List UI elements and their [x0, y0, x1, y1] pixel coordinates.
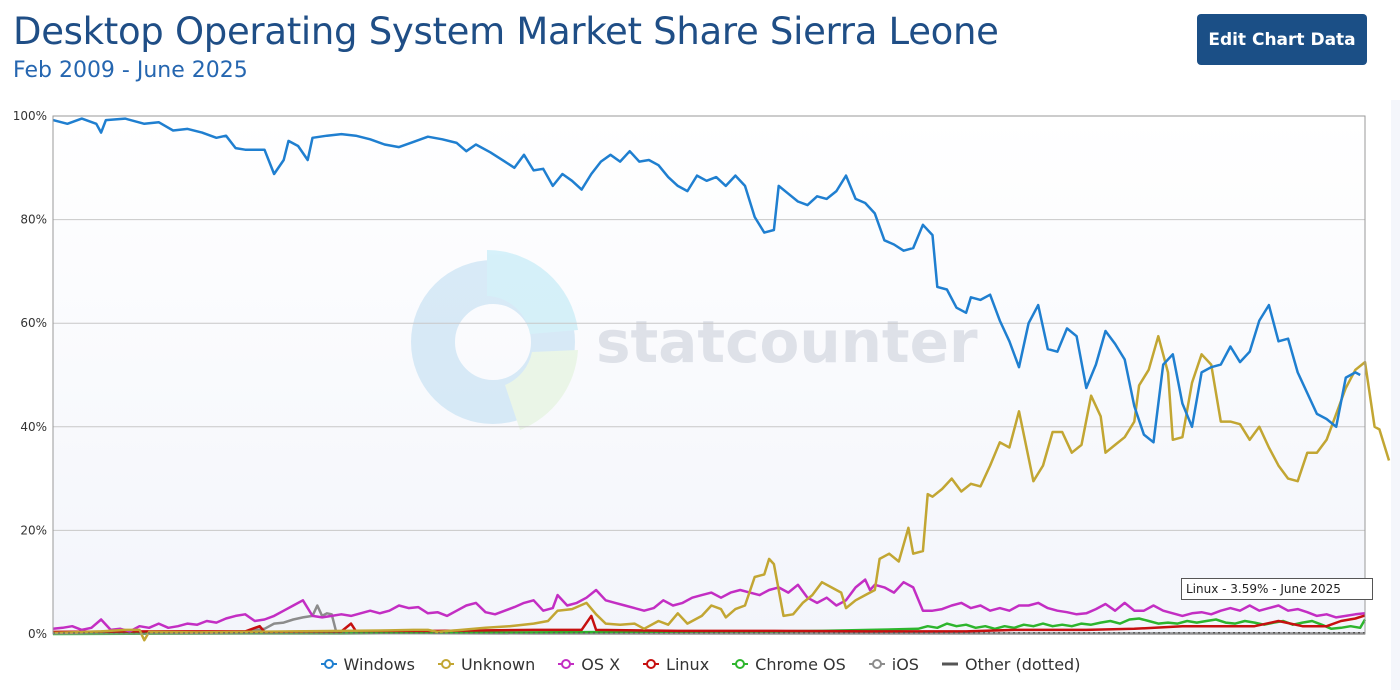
legend-label: Chrome OS — [755, 654, 846, 674]
chart-title: Desktop Operating System Market Share Si… — [13, 10, 999, 53]
legend-item-ios[interactable]: iOS — [868, 652, 919, 676]
y-tick-label: 40% — [20, 420, 47, 434]
line-marker-icon — [941, 662, 958, 666]
series-line-unknown[interactable] — [52, 334, 1391, 642]
legend-item-os-x[interactable]: OS X — [557, 652, 620, 676]
legend-label: OS X — [581, 654, 621, 674]
circle-marker-icon — [643, 659, 660, 669]
chart-legend: Windows Unknown OS X Linux Chrome OS iOS Other… — [0, 652, 1400, 676]
y-tick-label: 80% — [20, 213, 47, 227]
legend-item-chrome-os[interactable]: Chrome OS — [731, 652, 846, 676]
series-line-other-dotted[interactable] — [52, 632, 1366, 635]
legend-label: iOS — [891, 654, 919, 674]
y-tick-label: 100% — [13, 109, 47, 123]
y-axis-ticks: 0% 20% 40% 60% 80% 100% — [13, 109, 47, 641]
watermark-text: statcounter — [596, 308, 978, 376]
y-tick-label: 20% — [20, 523, 47, 537]
chart-subtitle: Feb 2009 - June 2025 — [13, 58, 248, 83]
circle-marker-icon — [320, 659, 337, 669]
circle-marker-icon — [868, 659, 885, 669]
plot-border — [52, 115, 1366, 635]
series-lines — [52, 117, 1391, 642]
circle-marker-icon — [558, 659, 575, 669]
legend-item-other-dotted[interactable]: Other (dotted) — [941, 652, 1081, 676]
circle-marker-icon — [437, 659, 454, 669]
legend-item-unknown[interactable]: Unknown — [437, 652, 535, 676]
circle-marker-icon — [732, 659, 749, 669]
statcounter-watermark: statcounter — [411, 250, 978, 430]
y-tick-label: 60% — [20, 316, 47, 330]
side-strip — [1391, 100, 1400, 690]
y-tick-label: 0% — [28, 627, 47, 641]
legend-label: Linux — [666, 654, 710, 674]
series-line-os-x[interactable] — [52, 578, 1366, 633]
legend-label: Unknown — [460, 654, 536, 674]
legend-item-linux[interactable]: Linux — [642, 652, 709, 676]
legend-item-windows[interactable]: Windows — [320, 652, 415, 676]
legend-label: Windows — [343, 654, 415, 674]
legend-label: Other (dotted) — [964, 654, 1081, 674]
series-line-windows[interactable] — [52, 117, 1361, 444]
edit-chart-data-button[interactable]: Edit Chart Data — [1197, 14, 1367, 65]
hover-tooltip: Linux - 3.59% - June 2025 — [1181, 578, 1373, 600]
